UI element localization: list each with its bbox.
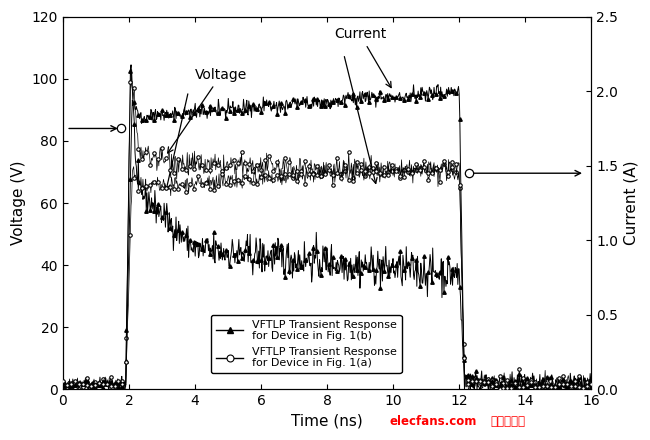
Y-axis label: Current (A): Current (A)	[624, 161, 639, 245]
Text: 电子发烧友: 电子发烧友	[491, 414, 526, 428]
Text: elecfans.com: elecfans.com	[390, 414, 477, 428]
Text: Voltage: Voltage	[168, 68, 247, 153]
Text: Current: Current	[334, 27, 391, 88]
Legend: VFTLP Transient Response
for Device in Fig. 1(b), VFTLP Transient Response
for D: VFTLP Transient Response for Device in F…	[211, 315, 402, 373]
Y-axis label: Voltage (V): Voltage (V)	[11, 161, 26, 245]
X-axis label: Time (ns): Time (ns)	[291, 414, 363, 429]
